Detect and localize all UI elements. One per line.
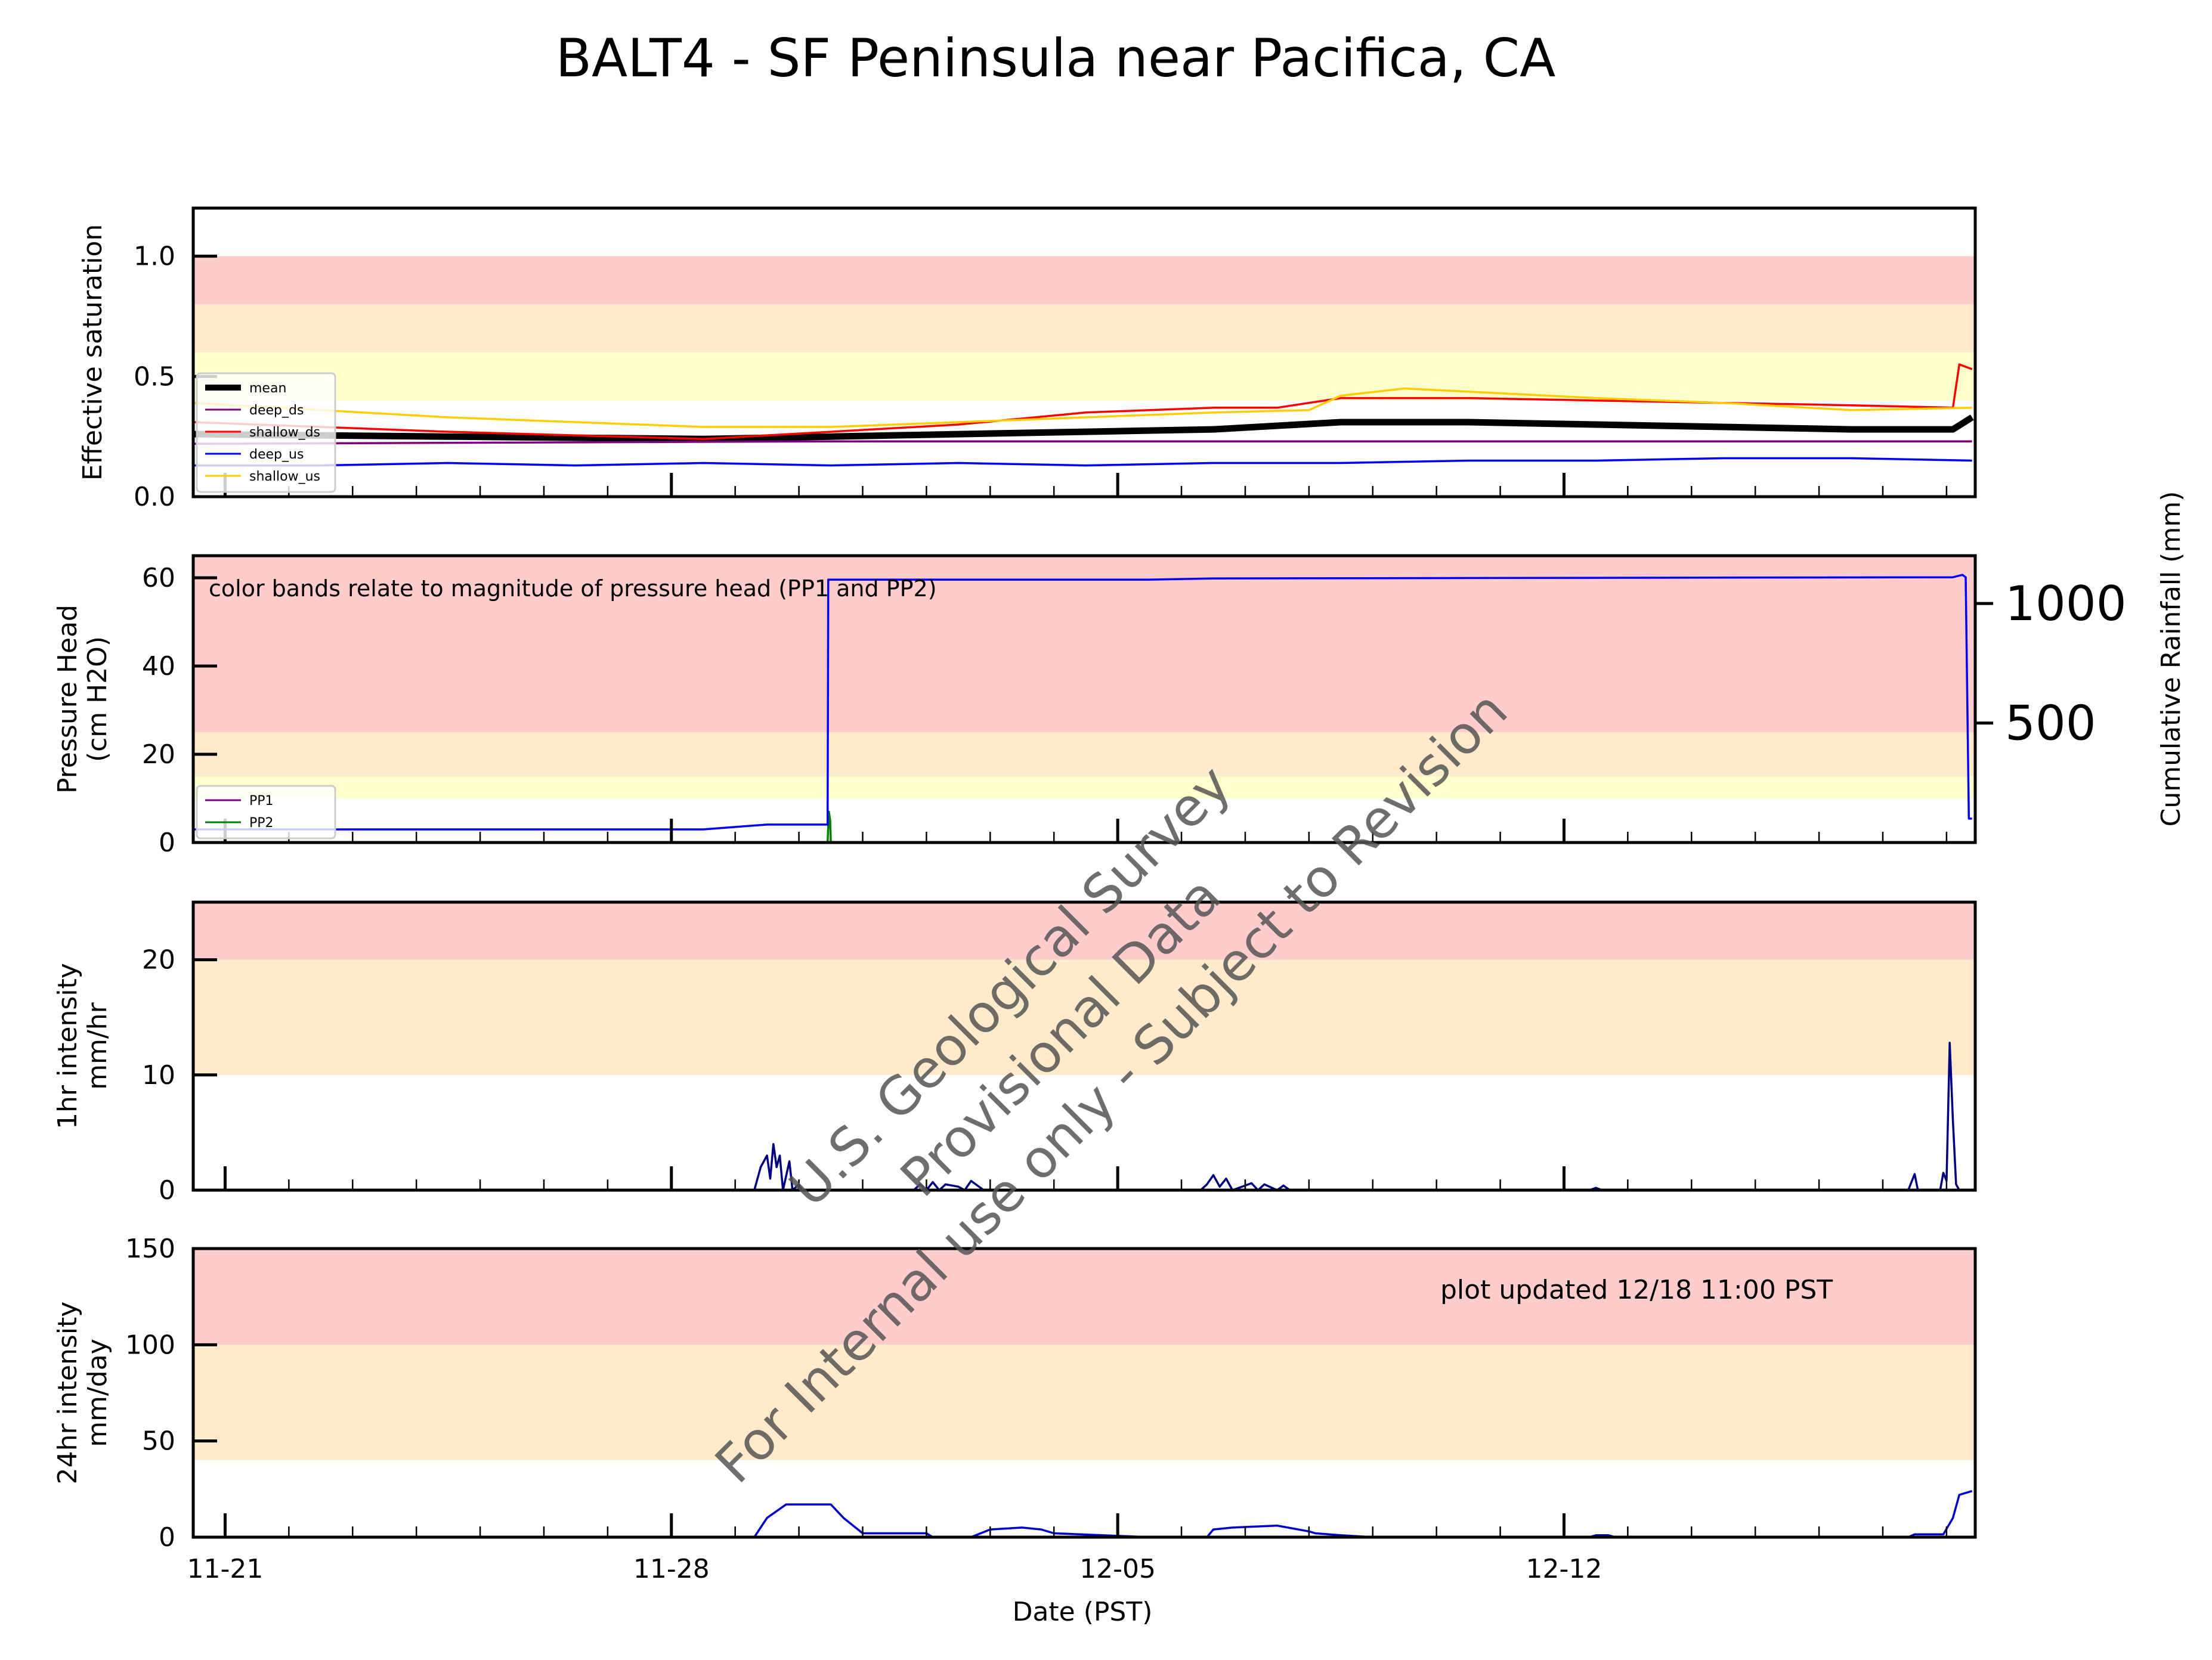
y-tick-label: 0 — [159, 1175, 175, 1206]
series-shallow-ds — [193, 363, 1973, 440]
panel-3-band-2 — [193, 959, 1975, 1075]
panel-note: color bands relate to magnitude of press… — [209, 575, 937, 602]
legend-label-shallow-ds: shallow_ds — [249, 425, 320, 440]
panel-1-band-1 — [193, 256, 1975, 305]
series-shallow-us — [193, 387, 1972, 428]
panel-2-frame — [191, 554, 1977, 844]
x-tick-label: 12-05 — [1079, 1554, 1156, 1584]
x-axis-label: Date (PST) — [1013, 1597, 1153, 1627]
y-tick-label: 20 — [142, 739, 175, 770]
panel-2-band-3 — [193, 776, 1975, 798]
y-axis-label-line-1: Pressure Head — [52, 605, 83, 794]
panel-1: 0.0 0.5 1.0 Effective saturation mean deep_ds… — [78, 206, 1977, 512]
x-tick-label: 11-21 — [187, 1554, 264, 1584]
y-axis-label-line-2: mm/hr — [82, 1002, 113, 1089]
panel-3: 0 10 20 1hr intensity mm/hr — [52, 900, 1977, 1206]
series-mean — [193, 414, 1974, 442]
series-deep-us — [193, 457, 1972, 467]
y-tick-label: 1.0 — [134, 241, 175, 272]
panel-1-frame — [191, 206, 1977, 498]
x-tick-label: 11-28 — [633, 1554, 710, 1584]
y-tick-label: 60 — [142, 563, 175, 593]
legend-box — [196, 372, 336, 493]
legend-label-deep-ds: deep_ds — [249, 403, 304, 418]
y-axis-label-line-2: mm/day — [82, 1339, 113, 1447]
y-tick-label: 0.5 — [134, 361, 175, 392]
series-PP2 — [826, 810, 832, 843]
y-axis-label-line-2: (cm H2O) — [82, 636, 113, 762]
panels: 0.0 0.5 1.0 Effective saturation mean deep_ds… — [52, 206, 2186, 1584]
panel-4-band-2 — [193, 1345, 1975, 1460]
updated-note: plot updated 12/18 11:00 PST — [1440, 1275, 1833, 1305]
y-axis-label-line-1: 24hr intensity — [52, 1302, 83, 1485]
y2-axis-label: Cumulative Rainfall (mm) — [2156, 491, 2186, 827]
y-tick-label: 100 — [125, 1330, 175, 1360]
y-axis-label: Effective saturation — [78, 224, 108, 481]
panel-3-band-1 — [193, 902, 1975, 960]
y-tick-label: 10 — [142, 1060, 175, 1091]
series-deep-ds — [193, 440, 1972, 445]
legend-label-deep-us: deep_us — [249, 447, 304, 462]
y-tick-label: 0 — [159, 828, 175, 858]
legend-box — [196, 785, 336, 840]
legend-label-PP1: PP1 — [249, 794, 274, 809]
y-tick-label: 0.0 — [134, 482, 175, 512]
series-rain-24hr — [193, 1489, 1973, 1538]
panel-4-frame — [191, 1247, 1977, 1539]
y-tick-label: 150 — [125, 1234, 175, 1264]
legend-label-PP2: PP2 — [249, 816, 274, 831]
y-axis-label-line-1: 1hr intensity — [52, 963, 83, 1129]
series-cumulative-rainfall — [193, 574, 1972, 831]
panel-2-band-2 — [193, 732, 1975, 776]
panel-2-band-1 — [193, 556, 1975, 732]
panel-1-band-3 — [193, 352, 1975, 401]
y2-tick-label: 500 — [2005, 696, 2096, 751]
y-tick-label: 20 — [142, 945, 175, 975]
legend-label-shallow-us: shallow_us — [249, 469, 320, 484]
chart-title: BALT4 - SF Peninsula near Pacifica, CA — [556, 27, 1556, 89]
y-tick-label: 0 — [159, 1522, 175, 1553]
panel-1-band-2 — [193, 304, 1975, 352]
y-tick-label: 50 — [142, 1426, 175, 1457]
x-tick-label: 12-12 — [1526, 1554, 1602, 1584]
panel-2: 0 20 40 60 Pressure Head (cm H2O) 500 1000 Cumul… — [52, 491, 2186, 858]
panel-4: 0 50 100 150 24hr intensity mm/day — [52, 1234, 1977, 1553]
legend-label-mean: mean — [249, 381, 286, 396]
y-tick-label: 40 — [142, 651, 175, 682]
panel-4-band-1 — [193, 1249, 1975, 1345]
panel-3-frame — [191, 900, 1977, 1192]
y2-tick-label: 1000 — [2005, 576, 2127, 631]
